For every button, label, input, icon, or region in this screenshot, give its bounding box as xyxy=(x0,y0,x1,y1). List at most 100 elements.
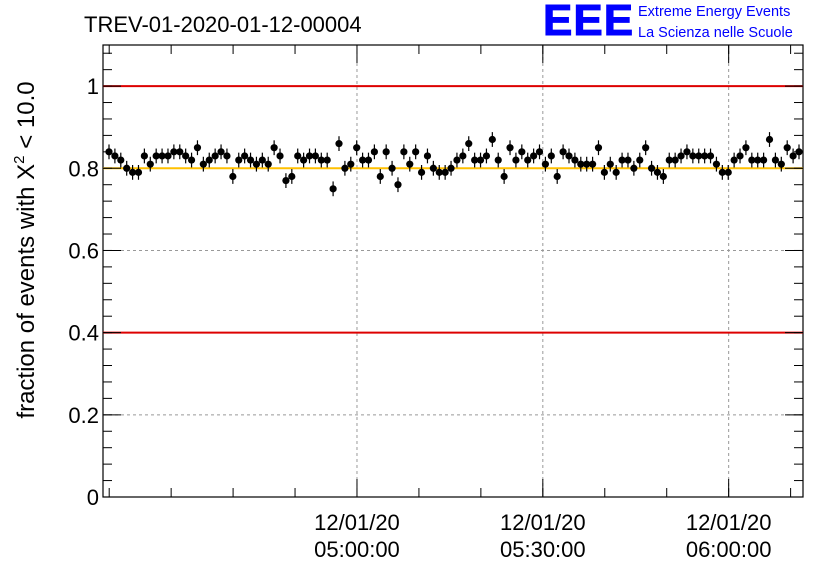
data-marker xyxy=(671,156,679,164)
data-point xyxy=(665,152,673,168)
data-point xyxy=(677,148,685,164)
data-marker xyxy=(400,148,408,156)
data-marker xyxy=(246,156,255,164)
data-point xyxy=(565,148,573,164)
data-point xyxy=(435,164,443,180)
data-marker xyxy=(117,156,125,164)
data-point xyxy=(223,148,231,164)
data-point xyxy=(270,140,278,156)
data-marker xyxy=(695,152,703,160)
data-marker xyxy=(347,160,355,168)
data-marker xyxy=(453,156,461,164)
data-marker xyxy=(376,172,384,181)
data-point xyxy=(559,144,567,160)
data-point xyxy=(524,152,532,168)
data-point xyxy=(754,152,762,168)
data-marker xyxy=(187,156,196,164)
data-marker xyxy=(795,148,803,156)
data-marker xyxy=(199,160,207,168)
data-point xyxy=(276,148,284,164)
data-point xyxy=(105,144,113,160)
data-marker xyxy=(111,152,119,160)
data-point xyxy=(701,148,709,164)
data-point xyxy=(229,169,237,184)
logo-text-line2: La Scienza nelle Scuole xyxy=(638,25,793,41)
data-point xyxy=(258,152,266,168)
data-marker xyxy=(706,152,715,160)
data-point xyxy=(111,148,119,164)
data-point xyxy=(370,144,378,160)
data-marker xyxy=(294,152,302,160)
data-marker xyxy=(223,152,231,160)
x-tick-label-date: 12/01/20 xyxy=(314,510,400,535)
data-marker xyxy=(789,152,797,160)
data-point xyxy=(123,160,131,176)
data-marker xyxy=(754,156,762,164)
axis-ticks: 00.20.40.60.8112/01/2005:00:0012/01/2005… xyxy=(68,45,803,562)
data-point xyxy=(417,164,426,180)
y-axis-label-suffix: < 10.0 xyxy=(13,81,40,155)
data-marker xyxy=(630,164,638,172)
x-tick-label-time: 06:00:00 xyxy=(686,537,772,562)
data-marker xyxy=(624,156,632,164)
data-point xyxy=(647,160,656,176)
data-point xyxy=(630,160,638,176)
data-point xyxy=(618,152,626,168)
data-point xyxy=(388,160,396,176)
data-point xyxy=(506,140,514,156)
data-marker xyxy=(123,164,131,172)
data-point xyxy=(193,140,202,156)
data-point xyxy=(128,164,137,180)
data-marker xyxy=(252,160,261,168)
data-point xyxy=(571,152,579,168)
data-marker xyxy=(559,148,567,156)
eee-logo: EEE Extreme Energy Events La Scienza nel… xyxy=(542,0,833,46)
data-marker xyxy=(748,156,756,164)
data-point xyxy=(488,132,496,147)
data-point xyxy=(518,144,526,160)
x-tick-label-time: 05:30:00 xyxy=(500,537,586,562)
data-point xyxy=(358,152,367,168)
data-marker xyxy=(665,156,673,164)
data-marker xyxy=(288,172,296,181)
data-marker xyxy=(712,160,721,168)
data-marker xyxy=(429,164,437,172)
data-point xyxy=(624,152,632,168)
data-point xyxy=(158,148,166,164)
data-marker xyxy=(736,152,744,160)
data-point xyxy=(406,156,414,172)
data-point xyxy=(264,156,272,172)
data-marker xyxy=(471,156,479,164)
data-marker xyxy=(783,144,791,152)
data-point xyxy=(317,152,325,168)
data-point xyxy=(305,148,314,164)
data-marker xyxy=(394,181,402,189)
data-marker xyxy=(701,152,709,160)
data-point xyxy=(323,152,331,168)
data-marker xyxy=(683,148,691,156)
data-marker xyxy=(771,156,780,164)
data-point xyxy=(760,152,768,168)
data-point xyxy=(441,164,449,180)
y-axis-label-symbol: X xyxy=(13,164,40,180)
data-point xyxy=(205,152,213,168)
data-point xyxy=(789,148,797,164)
data-point xyxy=(447,160,455,176)
data-marker xyxy=(730,156,738,164)
data-marker xyxy=(435,168,443,176)
data-point xyxy=(146,156,154,172)
data-marker xyxy=(689,152,697,160)
data-marker xyxy=(606,160,614,168)
data-point xyxy=(288,169,296,184)
x-tick-label-date: 12/01/20 xyxy=(686,510,772,535)
data-point xyxy=(187,152,196,168)
data-marker xyxy=(211,152,219,160)
data-point xyxy=(394,177,402,193)
data-point xyxy=(671,152,679,168)
data-point xyxy=(476,152,485,168)
data-point xyxy=(341,160,349,176)
y-tick-label: 1 xyxy=(87,74,99,99)
data-marker xyxy=(500,172,508,181)
data-marker xyxy=(176,148,184,156)
data-point xyxy=(642,140,650,156)
